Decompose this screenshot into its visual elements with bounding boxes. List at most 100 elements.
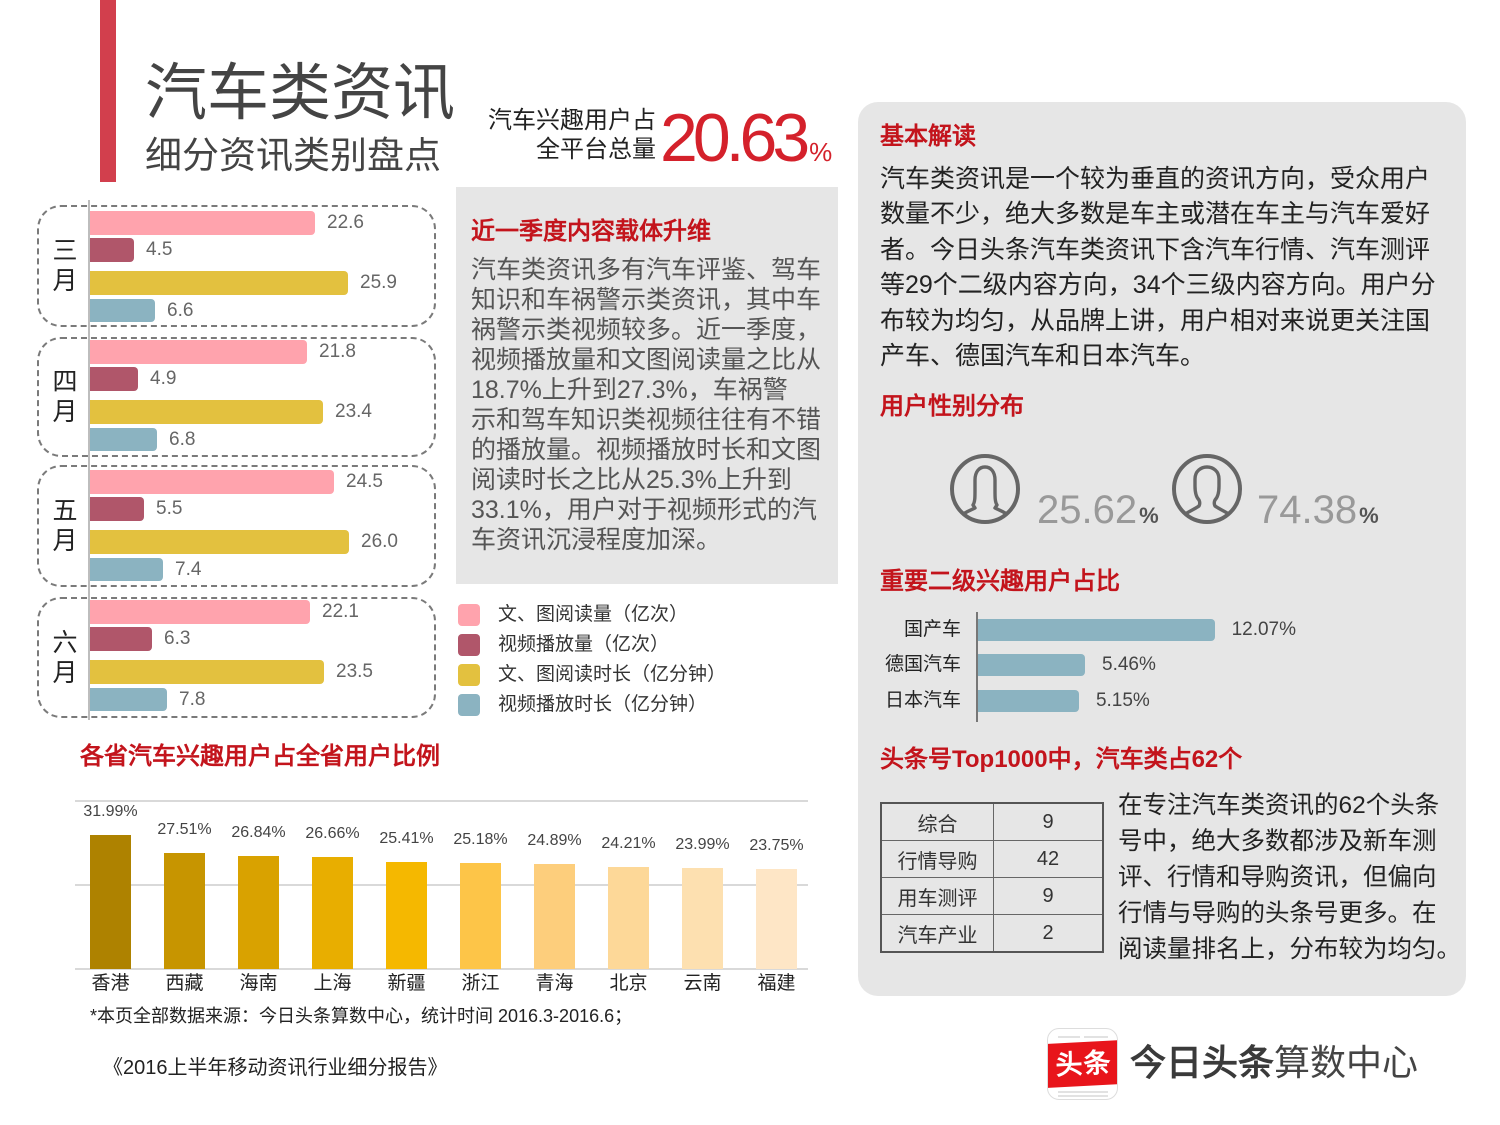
bar-value-label: 5.5	[156, 498, 183, 519]
category-count-table: 综合 9 行情导购 42 用车测评 9 汽车产业 2	[880, 802, 1104, 953]
bar-text-duration	[89, 400, 323, 424]
bar-text-duration	[89, 660, 324, 684]
female-silhouette	[957, 465, 1013, 519]
month-chart-axis	[88, 200, 90, 720]
province-bar	[460, 863, 501, 969]
table-row: 综合 9	[880, 802, 1104, 841]
bar-text-duration	[89, 530, 349, 554]
insight-paragraph: 汽车类资讯多有汽车评鉴、驾车 知识和车祸警示类资讯，其中车 祸警示类视频较多。近…	[471, 255, 821, 555]
monthly-bar-chart: 三月 22.6 4.5 25.9 6.6 四月 21.8 4.9 23.4 6.8 五月 24.5 5.…	[0, 0, 436, 718]
male-user-icon	[1172, 454, 1242, 524]
province-category-label: 北京	[609, 973, 648, 994]
province-category-label: 青海	[535, 973, 574, 994]
province-value-label: 26.66%	[305, 825, 360, 843]
bar-value-label: 4.5	[146, 239, 173, 260]
newspaper-line	[1058, 1095, 1108, 1097]
bar-text-reads	[89, 211, 315, 235]
legend-swatch	[458, 604, 480, 626]
bar-text-reads	[89, 600, 310, 624]
insight-line: 18.7%上升到27.3%，车祸警	[471, 376, 788, 404]
top1000-line: 号中，绝大多数都涉及新车测	[1118, 828, 1437, 855]
report-name: 《2016上半年移动资讯行业细分报告》	[103, 1057, 448, 1079]
province-bar	[534, 864, 575, 969]
bar-video-plays	[89, 238, 134, 262]
table-row: 汽车产业 2	[880, 914, 1104, 953]
bar-value-label: 23.4	[335, 401, 372, 422]
table-cell-category: 综合	[880, 802, 994, 841]
month-label: 三月	[52, 237, 78, 295]
province-category-label: 新疆	[387, 973, 426, 994]
gridline	[75, 968, 808, 970]
basic-line: 等29个二级内容方向，34个三级内容方向。用户分	[880, 271, 1436, 300]
province-value-label: 26.84%	[231, 824, 286, 842]
bar-video-plays	[89, 367, 138, 391]
province-value-label: 31.99%	[83, 802, 138, 820]
interest-category-label: 日本汽车	[884, 690, 961, 711]
table-row: 行情导购 42	[880, 840, 1104, 878]
top1000-line: 阅读量排名上，分布较为均匀。	[1118, 936, 1461, 963]
insight-line: 汽车类资讯多有汽车评鉴、驾车	[471, 256, 822, 284]
page-title: 汽车类资讯	[145, 59, 456, 128]
male-silhouette	[1179, 465, 1235, 519]
month-label: 六月	[52, 628, 78, 687]
insight-line: 车资讯沉浸程度加深。	[471, 526, 722, 554]
bar-value-label: 23.5	[336, 661, 373, 682]
province-category-label: 浙江	[461, 973, 500, 994]
male-share-value: 74.38	[1257, 488, 1358, 532]
brand-name-bold: 今日头条	[1130, 1042, 1275, 1083]
insight-line: 视频播放量和文图阅读量之比从	[471, 346, 822, 374]
share-value: 20.63	[660, 100, 810, 176]
legend-label: 文、图阅读量（亿次）	[498, 604, 689, 625]
insight-line: 的播放量。视频播放时长和文图	[471, 436, 822, 464]
insight-box	[456, 187, 838, 584]
province-value-label: 23.75%	[749, 837, 804, 855]
province-bar-chart: 31.99% 香港 27.51% 西藏 26.84% 海南 26.66% 上海 25.41% 新疆…	[0, 0, 808, 994]
province-value-label: 24.21%	[601, 835, 656, 853]
basic-line: 者。今日头条汽车类资讯下含汽车行情、汽车测评	[880, 235, 1431, 264]
table-row: 用车测评 9	[880, 877, 1104, 915]
month-group-box	[37, 337, 436, 457]
province-category-label: 香港	[91, 973, 130, 994]
bar-value-label: 24.5	[346, 471, 383, 492]
province-value-label: 25.18%	[453, 831, 508, 849]
bar-value-label: 22.6	[327, 212, 364, 233]
province-value-label: 24.89%	[527, 832, 582, 850]
bar-video-plays	[89, 627, 152, 651]
insight-line: 示和驾车知识类视频往往有不错	[471, 406, 822, 434]
brand-name-rest: 算数中心	[1274, 1042, 1419, 1083]
bar-value-label: 6.6	[167, 299, 194, 321]
province-value-label: 23.99%	[675, 836, 730, 854]
logo-red-band: 头条	[1048, 1040, 1117, 1088]
province-category-label: 云南	[683, 973, 722, 994]
interest-bar	[978, 690, 1079, 712]
bar-text-reads	[89, 470, 334, 494]
month-group-box	[37, 205, 436, 327]
table-cell-count: 9	[993, 877, 1104, 915]
province-bar	[682, 868, 723, 969]
top1000-line: 行情与导购的头条号更多。在	[1118, 900, 1437, 927]
legend-swatch	[458, 694, 480, 716]
interest-chart-axis	[976, 612, 978, 722]
bar-value-label: 21.8	[319, 341, 356, 362]
province-chart-title: 各省汽车兴趣用户占全省用户比例	[80, 743, 440, 770]
bar-video-duration	[89, 688, 167, 711]
province-bar	[90, 834, 131, 969]
bar-video-duration	[89, 558, 163, 581]
female-share-unit: %	[1139, 503, 1159, 528]
province-value-label: 25.41%	[379, 830, 434, 848]
female-share-value: 25.62	[1037, 488, 1138, 532]
newspaper-line	[1058, 1091, 1108, 1093]
basic-line: 汽车类资讯是一个较为垂直的资讯方向，受众用户	[880, 165, 1431, 193]
province-bar	[386, 862, 427, 969]
province-value-label: 27.51%	[157, 821, 212, 839]
share-label-line1: 汽车兴趣用户占	[488, 107, 656, 134]
table-cell-count: 9	[993, 802, 1104, 841]
newspaper-line	[1058, 1036, 1080, 1038]
bar-text-reads	[89, 340, 307, 364]
female-user-icon	[950, 454, 1020, 524]
province-category-label: 上海	[313, 973, 352, 994]
bar-value-label: 7.4	[175, 558, 202, 580]
insight-line: 33.1%，用户对于视频形式的汽	[471, 496, 817, 524]
top1000-paragraph: 在专注汽车类资讯的62个头条 号中，绝大多数都涉及新车测 评、行情和导购资讯，但…	[1118, 788, 1461, 968]
